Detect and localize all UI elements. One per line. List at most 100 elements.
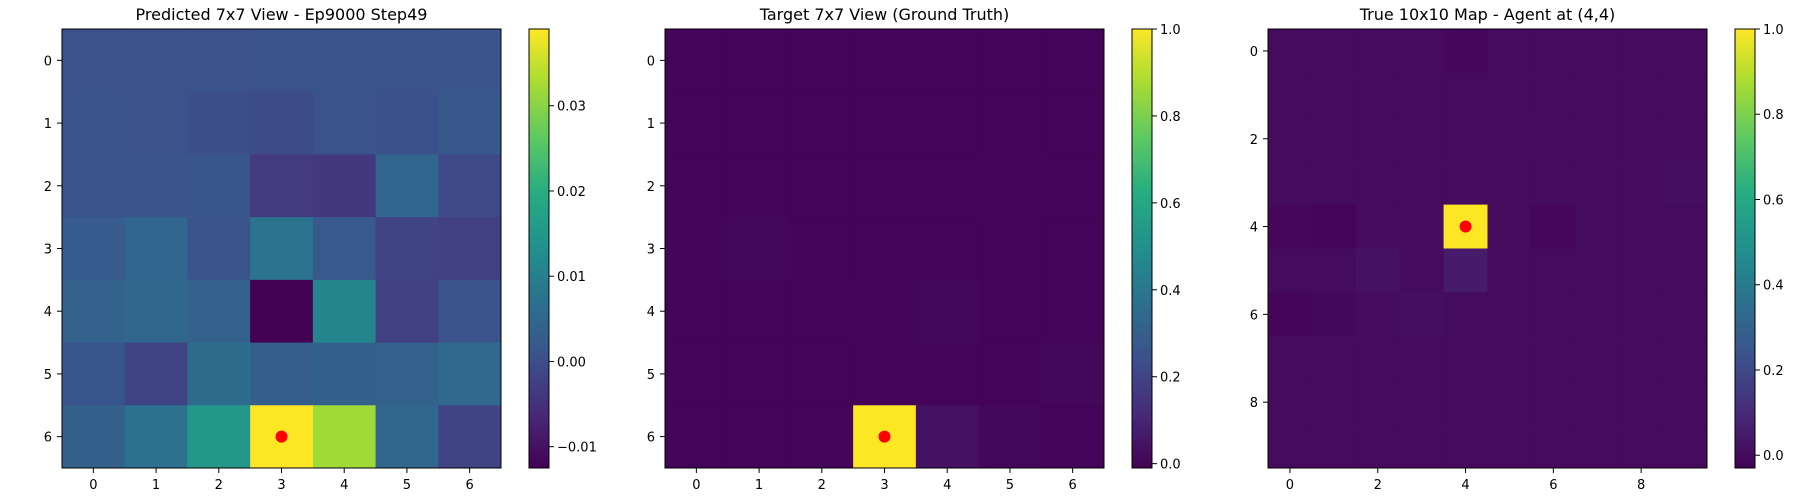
heatmap-cell (438, 405, 502, 469)
heatmap-cell (1531, 116, 1576, 162)
heatmap-cell (62, 279, 126, 344)
heatmap-cell (187, 29, 251, 93)
heatmap-cell (1268, 29, 1313, 74)
heatmap-cell (1663, 336, 1708, 381)
heatmap-cell (978, 91, 1042, 155)
heatmap-cell (1487, 336, 1532, 381)
heatmap-cell (438, 279, 502, 344)
heatmap-cell (1487, 380, 1532, 425)
heatmap-cell (375, 154, 439, 218)
heatmap-cell (124, 29, 188, 93)
colorbar-tick-label: 0.2 (1763, 364, 1784, 379)
heatmap-cell (250, 342, 314, 406)
heatmap-cell (62, 91, 126, 155)
heatmap-cell (1487, 204, 1532, 249)
heatmap-cell (853, 217, 917, 281)
x-tick-label: 8 (1637, 478, 1645, 493)
y-tick-label: 1 (44, 117, 52, 132)
y-tick-label: 6 (647, 431, 655, 446)
heatmap-cell (1487, 116, 1532, 162)
heatmap-cell (1268, 248, 1313, 293)
heatmap-cell (375, 29, 439, 93)
heatmap-cell (1399, 424, 1445, 469)
heatmap-cell (1663, 292, 1708, 337)
heatmap-cell (1663, 116, 1708, 162)
heatmap-cell (1311, 116, 1357, 162)
heatmap-cell (790, 405, 854, 469)
agent-marker (878, 430, 891, 443)
heatmap-cell (438, 217, 502, 281)
y-tick-label: 0 (44, 54, 52, 69)
heatmap-cell (62, 342, 126, 406)
heatmap-cell (1268, 336, 1313, 381)
heatmap-cell (438, 91, 502, 155)
heatmap-cell (124, 217, 188, 281)
y-tick-label: 3 (647, 243, 655, 258)
colorbar-frame (1131, 28, 1153, 469)
heatmap-cell (1531, 72, 1576, 118)
colorbar-tick-label: 0.6 (1160, 197, 1181, 212)
x-tick-label: 2 (215, 478, 223, 493)
heatmap-cell (375, 342, 439, 406)
agent-marker (275, 430, 288, 443)
x-tick-label: 1 (152, 478, 160, 493)
colorbar-tick-label: −0.01 (557, 441, 597, 456)
heatmap-cell (1041, 405, 1105, 469)
heatmap-cell (1355, 380, 1401, 425)
heatmap-cell (790, 154, 854, 218)
heatmap-cell (1531, 336, 1576, 381)
y-tick-label: 4 (44, 305, 52, 320)
heatmap-cell (915, 342, 980, 406)
heatmap-cell (665, 29, 729, 93)
heatmap-cell (1663, 424, 1708, 469)
heatmap-cell (375, 405, 439, 469)
heatmap-cell (790, 217, 854, 281)
heatmap-cell (915, 29, 980, 93)
heatmap-cell (124, 342, 188, 406)
heatmap-cell (438, 342, 502, 406)
heatmap-cell (1575, 336, 1620, 381)
heatmap-cell (1355, 29, 1401, 74)
heatmap-cell (187, 342, 251, 406)
colorbar (1132, 29, 1152, 468)
heatmap-cell (1399, 204, 1445, 249)
heatmap-cell (1355, 336, 1401, 381)
x-tick-label: 5 (1006, 478, 1014, 493)
colorbar-tick-label: 0.4 (1763, 279, 1784, 294)
heatmap-cell (978, 29, 1042, 93)
heatmap-cell (1531, 29, 1576, 74)
heatmap-cell (1575, 292, 1620, 337)
heatmap-cell (978, 279, 1042, 344)
x-tick-label: 0 (89, 478, 97, 493)
x-tick-label: 2 (1374, 478, 1382, 493)
colorbar (1735, 29, 1755, 468)
heatmap-cell (1355, 292, 1401, 337)
heatmap-cell (1619, 292, 1664, 337)
heatmap-cell (915, 91, 980, 155)
y-tick-label: 3 (44, 243, 52, 258)
heatmap-cell (1041, 91, 1105, 155)
heatmap-cell (1487, 248, 1532, 293)
heatmap-cell (1443, 29, 1488, 74)
heatmap-cell (1311, 72, 1357, 118)
y-tick-label: 2 (44, 180, 52, 195)
heatmap-cell (1619, 380, 1664, 425)
heatmap-cell (1311, 424, 1357, 469)
y-tick-label: 0 (1250, 45, 1258, 60)
heatmap-cell (438, 29, 502, 93)
heatmap-cell (727, 405, 791, 469)
heatmap-cell (727, 279, 791, 344)
colorbar-tick-label: 0.03 (557, 100, 586, 115)
heatmap-cell (790, 29, 854, 93)
heatmap-cell (665, 405, 729, 469)
heatmap-cell (62, 405, 126, 469)
heatmap-cell (1443, 248, 1488, 293)
heatmap-cell (1311, 380, 1357, 425)
colorbar (529, 29, 549, 468)
colorbar-tick-label: 0.0 (1160, 458, 1181, 473)
heatmap-cell (1399, 160, 1445, 206)
heatmap-cell (187, 217, 251, 281)
x-tick-label: 6 (466, 478, 474, 493)
heatmap-cell (1663, 204, 1708, 249)
agent-marker (1459, 220, 1472, 233)
